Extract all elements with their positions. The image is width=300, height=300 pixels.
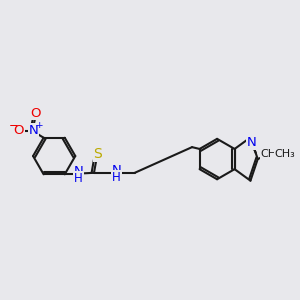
Text: O: O bbox=[13, 124, 24, 137]
Text: H: H bbox=[112, 170, 121, 184]
Text: O: O bbox=[30, 106, 41, 119]
Text: +: + bbox=[35, 121, 43, 130]
Text: N: N bbox=[112, 164, 121, 177]
Text: CH₃: CH₃ bbox=[274, 149, 296, 159]
Text: N: N bbox=[28, 124, 38, 137]
Text: S: S bbox=[94, 147, 102, 161]
Text: −: − bbox=[9, 118, 19, 132]
Text: N: N bbox=[247, 136, 256, 149]
Text: CH₃: CH₃ bbox=[260, 149, 281, 159]
Text: N: N bbox=[74, 165, 83, 178]
Text: H: H bbox=[74, 172, 83, 185]
